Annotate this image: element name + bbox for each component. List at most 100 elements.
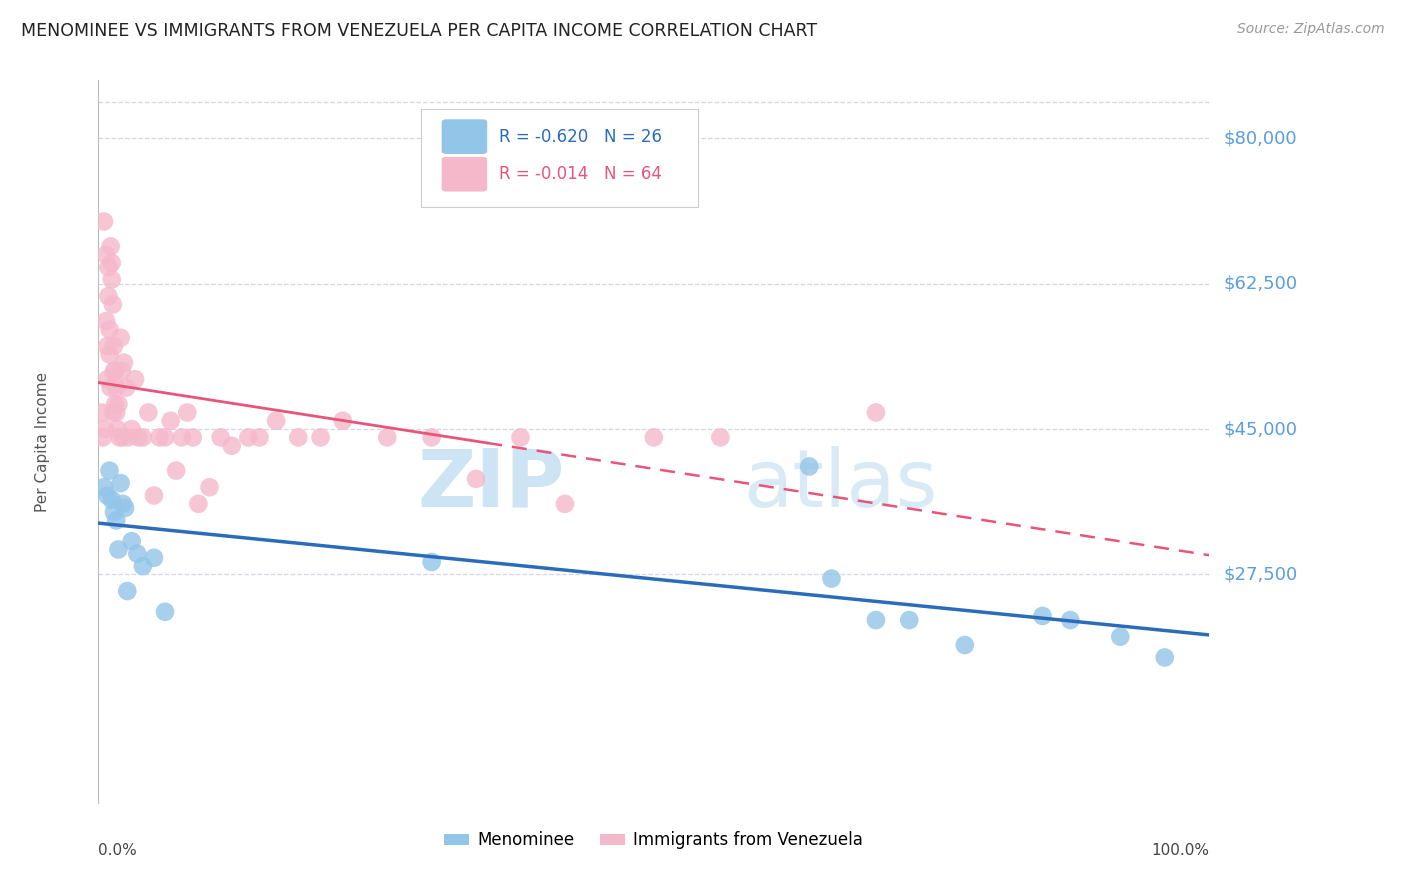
FancyBboxPatch shape <box>441 157 486 192</box>
Point <box>98 322 121 336</box>
Point <box>101 405 124 419</box>
Point <box>1109 630 1132 644</box>
Text: 100.0%: 100.0% <box>1152 843 1209 857</box>
Point <box>465 472 488 486</box>
FancyBboxPatch shape <box>441 120 486 154</box>
Point <box>1059 613 1081 627</box>
Point <box>107 542 129 557</box>
Point <box>143 489 166 503</box>
Point <box>96 248 118 262</box>
Text: $27,500: $27,500 <box>1223 566 1298 583</box>
Point <box>104 364 127 378</box>
Point <box>117 430 139 444</box>
Point <box>148 430 170 444</box>
Text: R = -0.620   N = 26: R = -0.620 N = 26 <box>499 128 662 145</box>
Point <box>1032 609 1054 624</box>
Point <box>105 422 128 436</box>
Point <box>127 547 149 561</box>
Point <box>643 430 665 444</box>
Point <box>153 430 176 444</box>
Point <box>187 497 209 511</box>
Point <box>264 414 287 428</box>
Point <box>105 380 128 394</box>
Point <box>115 380 138 394</box>
Point <box>865 405 887 419</box>
Text: $80,000: $80,000 <box>1223 129 1296 147</box>
Text: ZIP: ZIP <box>418 446 565 524</box>
Point <box>105 513 128 527</box>
Point <box>98 464 121 478</box>
Point <box>96 314 118 328</box>
Point <box>898 613 921 627</box>
Point <box>143 550 166 565</box>
Text: atlas: atlas <box>742 446 936 524</box>
Point <box>287 430 309 444</box>
Point <box>159 414 181 428</box>
Text: R = -0.014   N = 64: R = -0.014 N = 64 <box>499 165 662 183</box>
Point <box>420 555 443 569</box>
Point <box>94 422 117 436</box>
Point <box>96 372 118 386</box>
Point <box>127 430 149 444</box>
Point <box>90 405 112 419</box>
Point <box>105 405 128 419</box>
Point <box>221 439 243 453</box>
Point <box>375 430 398 444</box>
Point <box>509 430 531 444</box>
Point <box>97 289 120 303</box>
Point <box>121 534 143 549</box>
Text: Source: ZipAtlas.com: Source: ZipAtlas.com <box>1237 22 1385 37</box>
Point <box>176 405 198 419</box>
Point <box>124 372 146 386</box>
FancyBboxPatch shape <box>420 109 699 207</box>
Point <box>153 605 176 619</box>
Point <box>865 613 887 627</box>
Point <box>111 430 134 444</box>
Point <box>165 464 187 478</box>
Point <box>101 297 124 311</box>
Point <box>103 505 125 519</box>
Text: $45,000: $45,000 <box>1223 420 1298 438</box>
Point <box>111 364 134 378</box>
Legend: Menominee, Immigrants from Venezuela: Menominee, Immigrants from Venezuela <box>437 824 870 856</box>
Point <box>103 364 125 378</box>
Point <box>181 430 204 444</box>
Text: 0.0%: 0.0% <box>98 843 138 857</box>
Point <box>111 497 134 511</box>
Point <box>953 638 976 652</box>
Point <box>238 430 260 444</box>
Text: MENOMINEE VS IMMIGRANTS FROM VENEZUELA PER CAPITA INCOME CORRELATION CHART: MENOMINEE VS IMMIGRANTS FROM VENEZUELA P… <box>21 22 817 40</box>
Point <box>100 380 122 394</box>
Point <box>117 584 139 599</box>
Point <box>103 339 125 353</box>
Point <box>138 405 160 419</box>
Point <box>110 331 132 345</box>
Point <box>420 430 443 444</box>
Point <box>93 214 115 228</box>
Point <box>132 430 155 444</box>
Point <box>96 339 118 353</box>
Text: Per Capita Income: Per Capita Income <box>35 371 51 512</box>
Point <box>97 260 120 274</box>
Point <box>114 500 136 515</box>
Point <box>96 489 118 503</box>
Point <box>93 480 115 494</box>
Point <box>100 239 122 253</box>
Point <box>332 414 354 428</box>
Point <box>121 422 143 436</box>
Point <box>112 356 135 370</box>
Point <box>100 492 122 507</box>
Point <box>91 430 114 444</box>
Point <box>799 459 821 474</box>
Point <box>110 476 132 491</box>
Point <box>198 480 221 494</box>
Point <box>249 430 271 444</box>
Point <box>100 256 122 270</box>
Point <box>554 497 576 511</box>
Point <box>132 559 155 574</box>
Text: $62,500: $62,500 <box>1223 275 1298 293</box>
Point <box>170 430 193 444</box>
Point <box>209 430 232 444</box>
Point <box>309 430 332 444</box>
Point <box>104 397 127 411</box>
